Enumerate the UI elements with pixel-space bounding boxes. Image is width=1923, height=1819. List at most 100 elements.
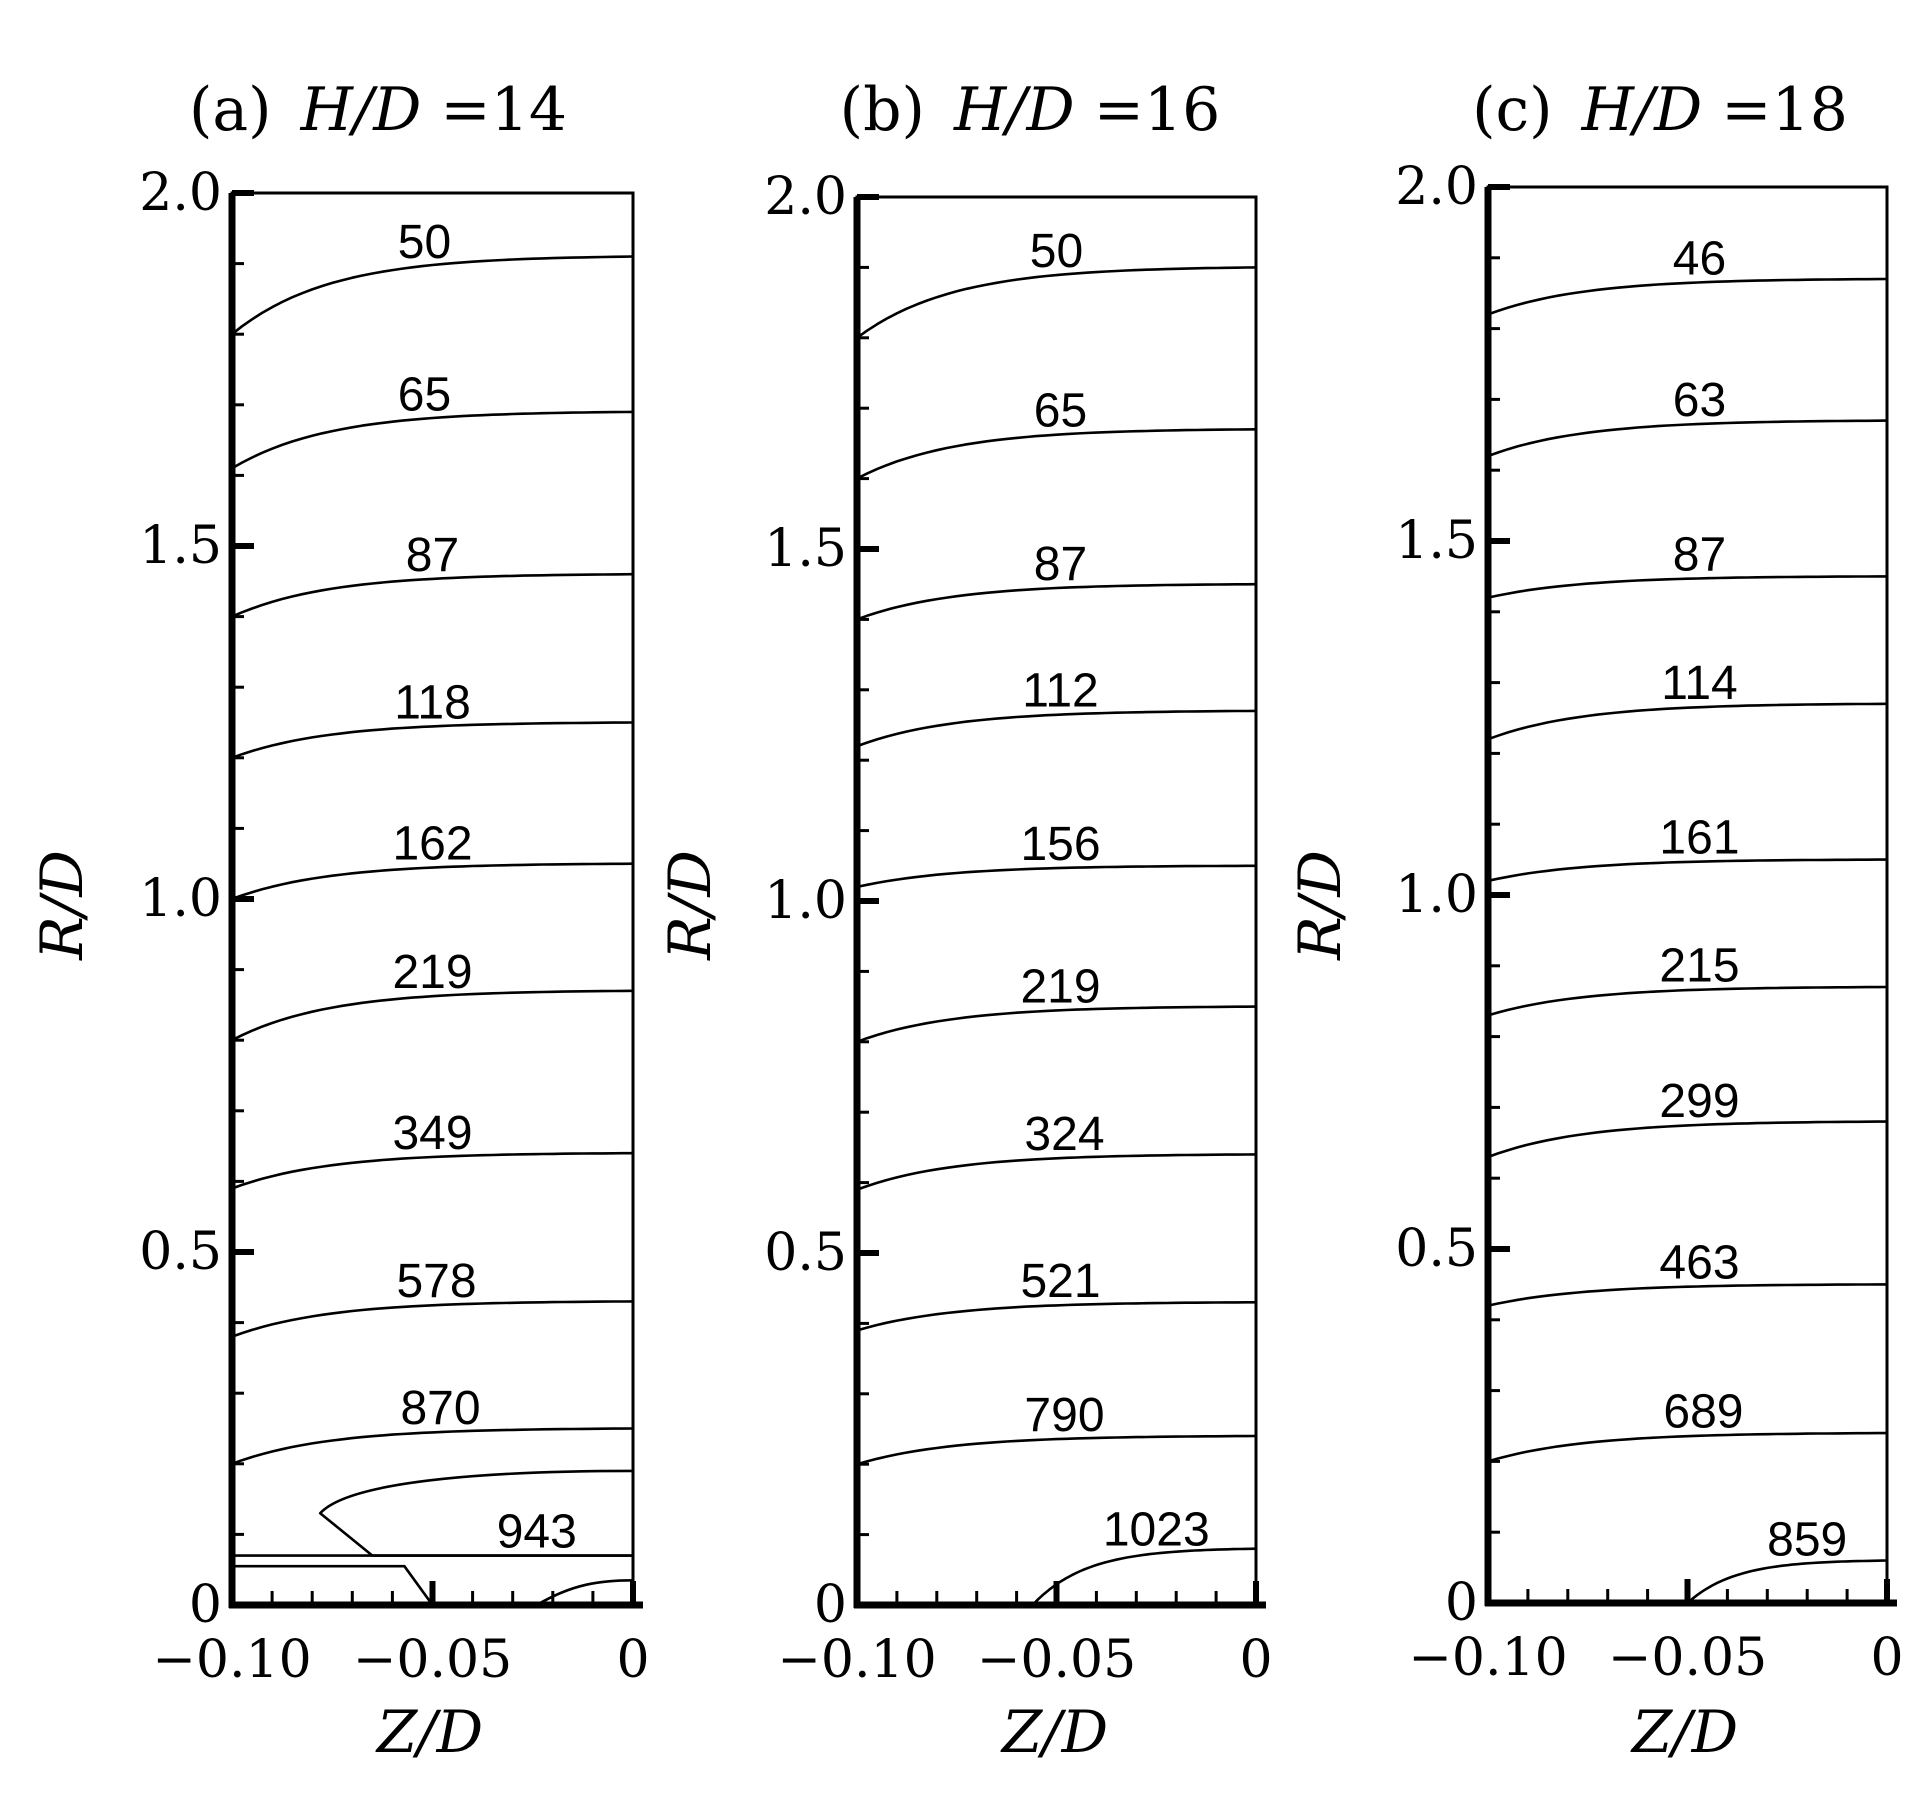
contour-center-core [535,1579,635,1607]
title-prefix: (a) [189,75,272,145]
contour-value-label: 65 [398,369,451,422]
contour-value-label: 114 [1661,657,1738,710]
contour-value-label: 87 [1034,538,1087,591]
y-tick-label: 1.5 [1395,511,1478,571]
contour-line [1486,419,1889,458]
title-prefix: (c) [1472,75,1552,145]
contour-value-label: 50 [398,216,451,269]
x-axis-label: Z/D [1630,1698,1738,1766]
x-axis-label: Z/D [375,1698,483,1766]
contour-line [1486,575,1889,599]
contour-line [230,410,635,470]
x-tick-label: 0 [1870,1628,1903,1688]
contour-line [855,582,1258,621]
contour-line [855,709,1258,748]
contour-value-label: 870 [400,1382,480,1435]
y-tick-label: 1.5 [139,516,222,576]
contour-value-label: 521 [1020,1255,1100,1308]
contour-line [855,428,1258,480]
contour-value-label: 112 [1022,665,1099,718]
x-tick-label: −0.10 [777,1630,936,1690]
contour-line [1031,1547,1258,1607]
contour-value-label: 299 [1659,1075,1739,1128]
contour-line [1686,1559,1889,1605]
title-param: H/D [953,75,1075,145]
contour-line [855,1005,1258,1044]
contour-line [1486,1283,1889,1307]
x-tick-label: −0.10 [1408,1628,1567,1688]
x-tick-label: −0.10 [152,1630,311,1690]
title-param: H/D [300,75,422,145]
contour-value-label: 1023 [1103,1503,1210,1556]
y-tick-label: 0.5 [139,1222,222,1282]
contour-line [230,721,635,760]
contour-value-label: 87 [406,529,459,582]
contour-value-label: 215 [1659,940,1739,993]
contour-line [1486,1120,1889,1159]
panel-title: (c) H/D =18 [1472,75,1848,145]
y-tick-label: 0.5 [764,1223,847,1283]
contour-value-label: 63 [1673,374,1726,427]
panel-b: (b) H/D =16 R/D Z/D 0 0.5 1.0 1.5 2.0 −0.10 −0… [656,75,1273,1766]
title-value: =14 [440,75,567,145]
y-tick-label: 1.0 [1395,865,1478,925]
y-tick-label: 0.5 [1395,1219,1478,1279]
contour-value-label: 578 [396,1255,476,1308]
y-tick-label: 1.5 [764,519,847,579]
contour-value-label: 463 [1659,1236,1739,1289]
contour-lobe [318,1469,635,1557]
contour-value-label: 324 [1024,1108,1104,1161]
contour-line [855,1153,1258,1191]
y-tick-label: 2.0 [764,167,847,227]
x-tick-label: 0 [616,1630,649,1690]
contour-line [1486,702,1889,741]
contour-value-label: 65 [1034,384,1087,437]
x-tick-label: −0.05 [1608,1628,1767,1688]
title-value: =18 [1721,75,1848,145]
y-tick-label: 0 [189,1575,222,1635]
contour-value-label: 859 [1767,1513,1847,1566]
contour-line [230,1427,635,1466]
title-param: H/D [1581,75,1703,145]
contour-line [855,864,1258,889]
y-tick-label: 1.0 [764,871,847,931]
y-tick-label: 1.0 [139,869,222,929]
contour-value-label: 790 [1024,1389,1104,1442]
contour-line [855,1301,1258,1332]
x-tick-label: −0.05 [353,1630,512,1690]
x-tick-label: 0 [1239,1630,1272,1690]
contour-line [855,1434,1258,1466]
contour-line [1486,858,1889,883]
contour-line [230,989,635,1042]
title-prefix: (b) [840,75,925,145]
contour-line [1486,277,1889,316]
contour-value-label: 50 [1030,225,1083,278]
contour-line [1486,985,1889,1017]
y-tick-label: 2.0 [139,163,222,223]
x-axis-label: Z/D [1000,1698,1108,1766]
panel-title: (a) H/D =14 [189,75,567,145]
contour-line [230,1300,635,1338]
panel-title: (b) H/D =16 [840,75,1221,145]
title-value: =16 [1094,75,1221,145]
contour-value-label: 219 [392,946,472,999]
contour-value-label: 349 [392,1107,472,1160]
contour-line [1486,1431,1889,1463]
contour-line [230,1151,635,1190]
contour-value-label: 162 [392,818,472,871]
panel-a: (a) H/D =14 R/D Z/D 0 0.5 1.0 1.5 2.0 −0.10 −0… [28,75,650,1766]
contour-value-label: 46 [1673,232,1726,285]
y-tick-label: 2.0 [1395,157,1478,217]
contour-value-label: 219 [1020,960,1100,1013]
y-tick-label: 0 [814,1575,847,1635]
contour-line [855,266,1258,340]
contour-value-label: 943 [497,1506,577,1559]
contour-line [230,862,635,901]
y-tick-label: 0 [1445,1573,1478,1633]
y-axis-label: R/D [656,850,724,961]
y-axis-label: R/D [1286,850,1354,961]
contour-value-label: 161 [1659,812,1739,865]
contour-line [230,572,635,618]
y-axis-label: R/D [28,850,96,961]
